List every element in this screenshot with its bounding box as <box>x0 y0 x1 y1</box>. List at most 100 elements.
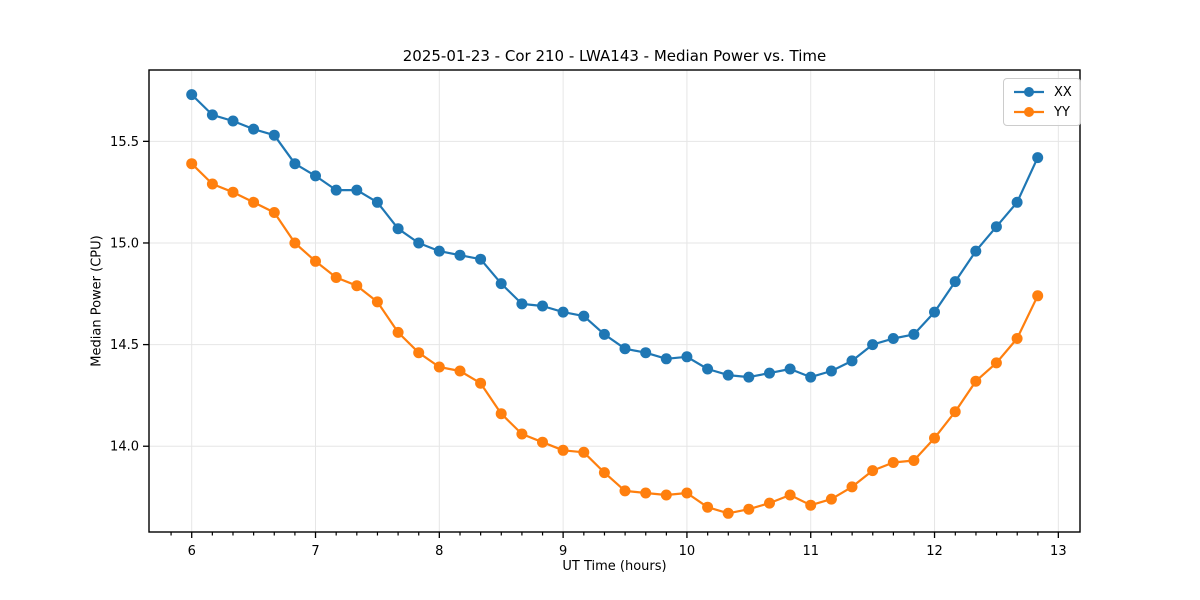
data-point-xx <box>475 253 487 265</box>
y-axis-label: Median Power (CPU) <box>89 235 105 367</box>
data-point-yy <box>949 406 961 418</box>
data-point-yy <box>764 497 775 509</box>
y-tick-label: 14.0 <box>110 440 139 455</box>
legend-label-xx: XX <box>1054 84 1072 100</box>
data-point-yy <box>289 237 301 249</box>
data-point-xx <box>990 221 1002 233</box>
data-point-yy <box>578 446 590 458</box>
data-point-yy <box>743 503 755 515</box>
data-point-yy <box>660 489 672 501</box>
x-tick-label: 8 <box>435 544 443 559</box>
data-point-yy <box>392 326 404 338</box>
data-point-xx <box>537 300 548 312</box>
chart-title: 2025-01-23 - Cor 210 - LWA143 - Median P… <box>402 47 827 65</box>
data-point-yy <box>454 365 466 377</box>
data-point-yy <box>557 444 569 456</box>
data-point-yy <box>433 361 445 373</box>
data-point-xx <box>557 306 569 318</box>
data-point-yy <box>846 481 858 493</box>
data-point-yy <box>702 501 714 513</box>
legend-line-sample-xx <box>1014 87 1044 97</box>
data-point-yy <box>371 296 383 308</box>
data-point-xx <box>908 328 920 340</box>
data-point-yy <box>206 178 218 190</box>
data-point-xx <box>392 223 404 235</box>
data-point-xx <box>743 371 755 383</box>
y-tick-label: 15.5 <box>110 135 139 150</box>
data-point-xx <box>330 184 342 196</box>
data-point-yy <box>495 408 507 420</box>
x-tick-label: 6 <box>188 544 196 559</box>
x-tick-label: 13 <box>1050 544 1067 559</box>
x-tick-label: 9 <box>559 544 567 559</box>
data-point-yy <box>640 487 652 499</box>
data-point-yy <box>598 467 610 479</box>
data-point-yy <box>413 347 425 359</box>
data-point-xx <box>351 184 363 196</box>
data-point-yy <box>722 507 734 519</box>
data-point-xx <box>186 89 198 101</box>
data-point-yy <box>248 196 260 208</box>
data-point-xx <box>619 343 631 355</box>
data-point-yy <box>970 375 982 387</box>
data-point-xx <box>764 367 775 379</box>
data-point-yy <box>784 489 796 501</box>
data-point-xx <box>681 351 693 363</box>
data-point-yy <box>268 207 280 218</box>
legend: XX YY <box>1003 78 1081 126</box>
data-point-yy <box>537 436 548 448</box>
data-point-yy <box>867 465 879 477</box>
legend-label-yy: YY <box>1054 104 1070 120</box>
data-point-xx <box>660 353 672 365</box>
data-point-xx <box>516 298 528 310</box>
legend-marker-yy-icon <box>1024 107 1034 117</box>
data-point-xx <box>722 369 734 381</box>
data-point-yy <box>227 186 239 198</box>
data-point-yy <box>310 255 321 267</box>
data-point-xx <box>640 347 652 359</box>
data-point-xx <box>702 363 714 375</box>
data-point-xx <box>248 123 260 135</box>
data-point-xx <box>227 115 239 127</box>
x-tick-label: 7 <box>311 544 319 559</box>
data-point-yy <box>908 455 920 466</box>
data-point-yy <box>619 485 631 497</box>
data-point-xx <box>454 249 466 261</box>
x-tick-label: 12 <box>926 544 943 559</box>
data-point-yy <box>1032 290 1044 302</box>
y-tick-label: 14.5 <box>110 338 139 353</box>
y-tick-label: 15.0 <box>110 236 139 251</box>
data-point-yy <box>825 493 837 505</box>
data-point-yy <box>1011 333 1023 344</box>
data-point-xx <box>268 129 280 141</box>
data-point-xx <box>1011 196 1023 208</box>
data-point-xx <box>949 276 961 288</box>
data-point-xx <box>433 245 445 257</box>
data-point-xx <box>929 306 940 318</box>
data-point-yy <box>516 428 528 440</box>
data-point-xx <box>413 237 425 249</box>
data-point-yy <box>351 280 363 292</box>
data-point-xx <box>495 278 507 290</box>
data-point-xx <box>310 170 321 182</box>
data-point-yy <box>929 432 940 444</box>
data-point-yy <box>990 357 1002 369</box>
data-point-yy <box>186 158 198 170</box>
data-point-xx <box>887 333 899 344</box>
x-axis-label: UT Time (hours) <box>562 559 667 574</box>
data-point-xx <box>1032 152 1044 164</box>
data-point-xx <box>846 355 858 367</box>
data-point-yy <box>330 272 342 283</box>
data-point-xx <box>371 196 383 208</box>
data-point-xx <box>867 339 879 351</box>
data-point-yy <box>805 499 817 511</box>
data-point-xx <box>970 245 982 257</box>
legend-item-xx: XX <box>1012 84 1072 100</box>
data-point-yy <box>475 377 487 389</box>
data-point-xx <box>825 365 837 377</box>
data-point-xx <box>805 371 817 383</box>
plot-border <box>148 69 1081 533</box>
data-point-xx <box>578 310 590 322</box>
